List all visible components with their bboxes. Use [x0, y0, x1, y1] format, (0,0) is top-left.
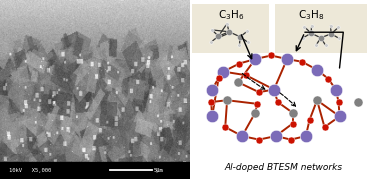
Text: $\mathregular{C_3H_6}$: $\mathregular{C_3H_6}$ [218, 8, 244, 22]
Bar [0, 162, 190, 179]
FancyBboxPatch shape [275, 4, 367, 53]
Text: Al-doped BTESM networks: Al-doped BTESM networks [224, 163, 342, 172]
Text: 5μm: 5μm [153, 168, 163, 173]
FancyBboxPatch shape [192, 4, 269, 53]
Text: 10kV   X5,000: 10kV X5,000 [9, 168, 52, 173]
Text: $\mathregular{C_3H_8}$: $\mathregular{C_3H_8}$ [298, 8, 325, 22]
